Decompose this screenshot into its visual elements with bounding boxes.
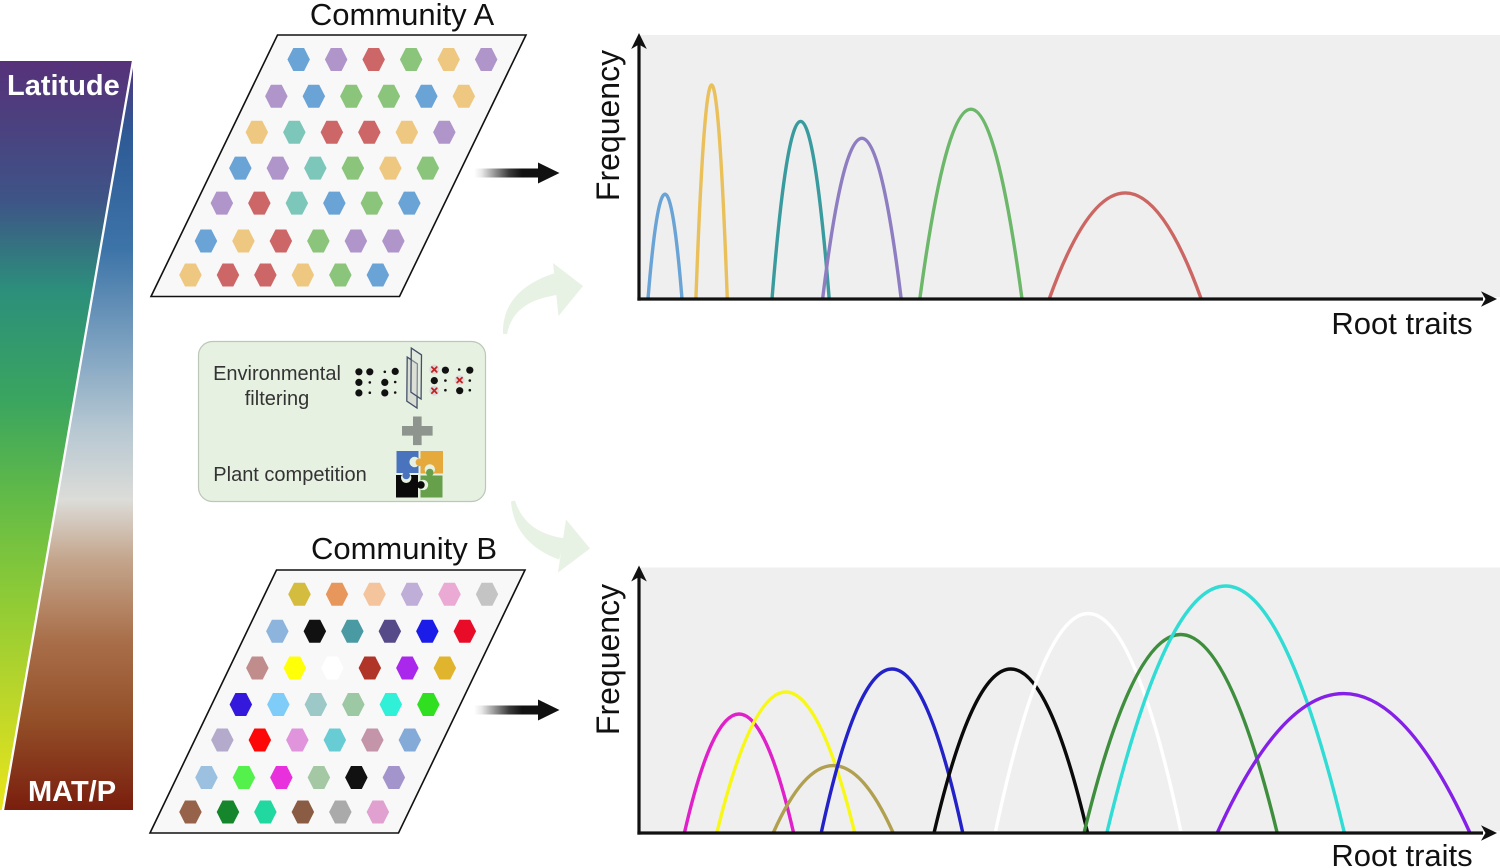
svg-text:Latitude: Latitude bbox=[7, 70, 120, 102]
svg-text:Plant competition: Plant competition bbox=[213, 464, 366, 486]
svg-text:Frequency: Frequency bbox=[590, 584, 626, 735]
svg-text:Root traits: Root traits bbox=[1331, 306, 1472, 341]
svg-text:Root traits: Root traits bbox=[1331, 838, 1472, 868]
svg-text:filtering: filtering bbox=[245, 388, 309, 410]
svg-text:MAT/P: MAT/P bbox=[28, 776, 116, 808]
svg-text:Frequency: Frequency bbox=[590, 50, 626, 201]
svg-text:Community A: Community A bbox=[310, 0, 495, 32]
svg-text:Community B: Community B bbox=[311, 531, 497, 566]
svg-text:Environmental: Environmental bbox=[213, 363, 341, 385]
